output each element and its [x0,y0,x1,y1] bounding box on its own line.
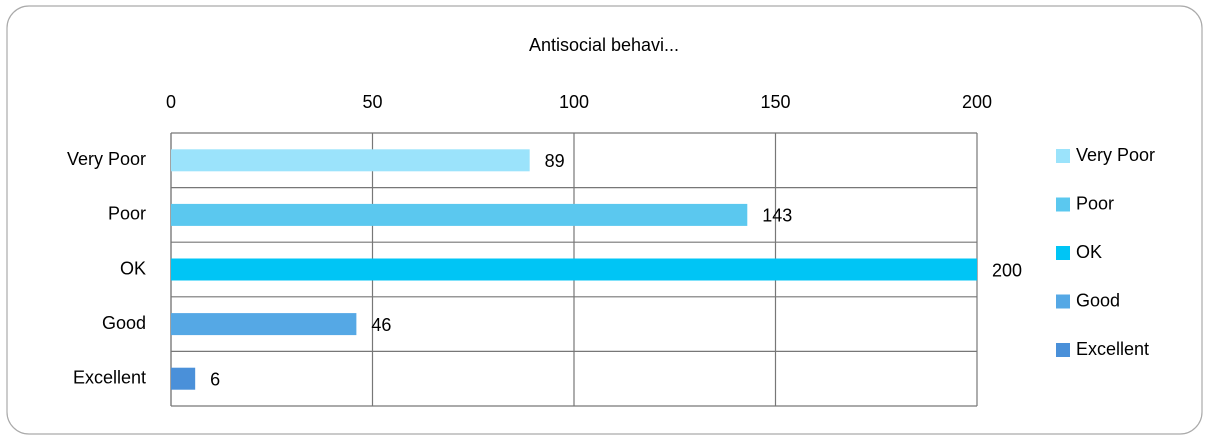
value-label: 6 [210,369,220,389]
x-tick-label: 0 [166,92,176,112]
y-tick-label: OK [120,258,146,278]
legend-label: Poor [1076,193,1114,213]
legend-label: Excellent [1076,339,1149,359]
x-tick-label: 200 [962,92,992,112]
y-tick-label: Poor [108,204,146,224]
legend-label: Good [1076,290,1120,310]
y-tick-label: Excellent [73,367,146,387]
legend-swatch [1056,246,1070,260]
y-tick-label: Good [102,313,146,333]
y-tick-label: Very Poor [67,149,146,169]
x-tick-label: 50 [362,92,382,112]
legend-swatch [1056,294,1070,309]
legend-swatch [1056,197,1070,212]
value-label: 200 [992,260,1022,280]
bar [171,313,357,336]
chart-title: Antisocial behavi... [529,35,679,55]
legend-swatch [1056,343,1070,357]
value-label: 143 [762,206,792,226]
bar [171,258,977,281]
legend-label: OK [1076,242,1102,262]
x-tick-label: 100 [559,92,589,112]
bar [171,367,196,390]
value-label: 89 [545,151,565,171]
x-tick-label: 150 [760,92,790,112]
bar [171,149,530,172]
bar [171,203,748,226]
legend-swatch [1056,149,1070,163]
value-label: 46 [371,315,391,335]
legend-label: Very Poor [1076,145,1155,165]
